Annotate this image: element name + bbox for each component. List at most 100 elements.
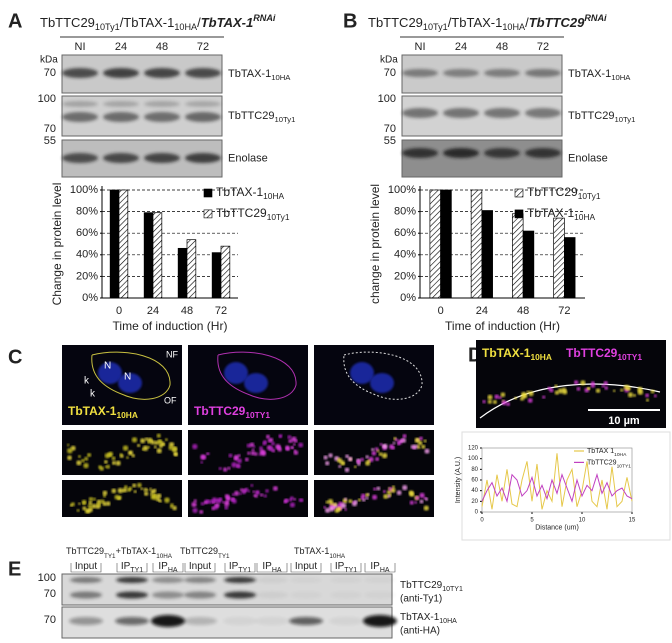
band bbox=[151, 615, 185, 627]
group-label-part: TY1 bbox=[104, 553, 116, 560]
dot bbox=[325, 461, 330, 466]
channel-label-part: 10TY1 bbox=[617, 352, 642, 362]
row-label: Enolase bbox=[568, 152, 608, 164]
band bbox=[256, 591, 288, 599]
dot bbox=[338, 464, 342, 468]
legend-swatch bbox=[203, 188, 213, 198]
row-label-part: 10Ty1 bbox=[614, 115, 635, 124]
dot bbox=[409, 491, 415, 497]
marker-label: 70 bbox=[384, 123, 396, 135]
dot bbox=[397, 442, 401, 446]
legend-label: TbTTC2910Ty1 bbox=[527, 185, 601, 201]
band bbox=[62, 68, 98, 78]
dot bbox=[414, 501, 418, 504]
dot bbox=[156, 493, 162, 499]
lane-label-part: IP bbox=[370, 561, 380, 572]
dot bbox=[126, 456, 129, 459]
legend-label-part: 10Ty1 bbox=[267, 212, 290, 222]
dot bbox=[603, 381, 608, 386]
dot bbox=[131, 453, 135, 458]
dot bbox=[637, 389, 644, 395]
row-label-part: 10HA bbox=[271, 73, 291, 82]
dot bbox=[251, 448, 255, 452]
dot bbox=[164, 497, 170, 503]
band bbox=[152, 591, 184, 599]
dot bbox=[84, 456, 89, 461]
row-label-part: TbTAX-1 bbox=[400, 612, 440, 623]
dot bbox=[576, 387, 581, 391]
lane-label-part: IP bbox=[335, 561, 345, 572]
dot bbox=[360, 457, 364, 462]
dot bbox=[69, 504, 73, 507]
lane-bracket bbox=[152, 563, 184, 573]
dot bbox=[590, 383, 596, 388]
dot bbox=[236, 463, 241, 469]
legend-label-part: 10TY1 bbox=[617, 464, 632, 470]
dot bbox=[417, 446, 421, 450]
dot bbox=[149, 487, 152, 491]
dot bbox=[293, 450, 299, 455]
dot bbox=[105, 501, 111, 506]
dot bbox=[83, 462, 89, 469]
y-tick-label: 0% bbox=[400, 292, 416, 304]
dot bbox=[573, 380, 579, 385]
band bbox=[525, 148, 561, 158]
dot bbox=[288, 498, 293, 502]
dot bbox=[211, 497, 218, 503]
cell-outline bbox=[217, 351, 297, 400]
lane-bracket bbox=[70, 563, 102, 573]
row-label-part: TbTAX-1 bbox=[228, 68, 271, 80]
dot bbox=[119, 453, 123, 456]
lane-bracket bbox=[224, 563, 256, 573]
band bbox=[484, 108, 520, 118]
dot bbox=[143, 487, 148, 492]
dot bbox=[325, 500, 329, 504]
y-tick-label: 60% bbox=[394, 227, 416, 239]
dot bbox=[375, 457, 380, 462]
band bbox=[443, 108, 479, 118]
dot bbox=[275, 444, 281, 450]
dot bbox=[415, 495, 420, 500]
dot bbox=[154, 440, 159, 445]
dot bbox=[96, 502, 101, 507]
group-label-part: 10HA bbox=[156, 553, 173, 560]
dot bbox=[323, 455, 328, 460]
band bbox=[116, 577, 148, 583]
dot bbox=[111, 488, 117, 494]
band bbox=[223, 617, 257, 625]
dot bbox=[214, 502, 220, 508]
bar bbox=[512, 213, 524, 299]
band bbox=[290, 577, 322, 583]
dot bbox=[200, 501, 205, 506]
dot bbox=[272, 485, 278, 491]
dot bbox=[133, 490, 137, 494]
bar bbox=[177, 247, 188, 299]
dot bbox=[131, 437, 138, 443]
nucleus bbox=[98, 362, 122, 384]
channel-label-part: 10HA bbox=[116, 410, 137, 420]
dot bbox=[111, 456, 116, 461]
dot bbox=[191, 501, 197, 508]
dot bbox=[260, 450, 267, 457]
label-part: TbTTC29 bbox=[529, 15, 585, 30]
lane-label: Input bbox=[75, 561, 97, 572]
band bbox=[185, 68, 221, 78]
row-label-part: 10TY1 bbox=[442, 586, 463, 593]
y-tick-label: 120 bbox=[468, 446, 479, 452]
dot bbox=[76, 508, 80, 512]
dot bbox=[156, 433, 161, 438]
dot bbox=[645, 393, 650, 398]
x-tick-label: 48 bbox=[181, 305, 193, 317]
label-part: TbTTC29 bbox=[368, 15, 423, 30]
lane-label-part: HA bbox=[380, 567, 390, 574]
cell-label: k bbox=[90, 389, 96, 400]
band bbox=[144, 153, 180, 163]
legend-label-part: TbTTC29 bbox=[587, 459, 617, 466]
row-label-part: 10Ty1 bbox=[274, 115, 295, 124]
lane-label: IPTY1 bbox=[335, 561, 357, 574]
row-label: (anti-Ty1) bbox=[400, 594, 442, 605]
nucleus bbox=[370, 373, 394, 393]
dot bbox=[199, 509, 204, 514]
group-label-part: TbTTC29 bbox=[66, 546, 104, 556]
